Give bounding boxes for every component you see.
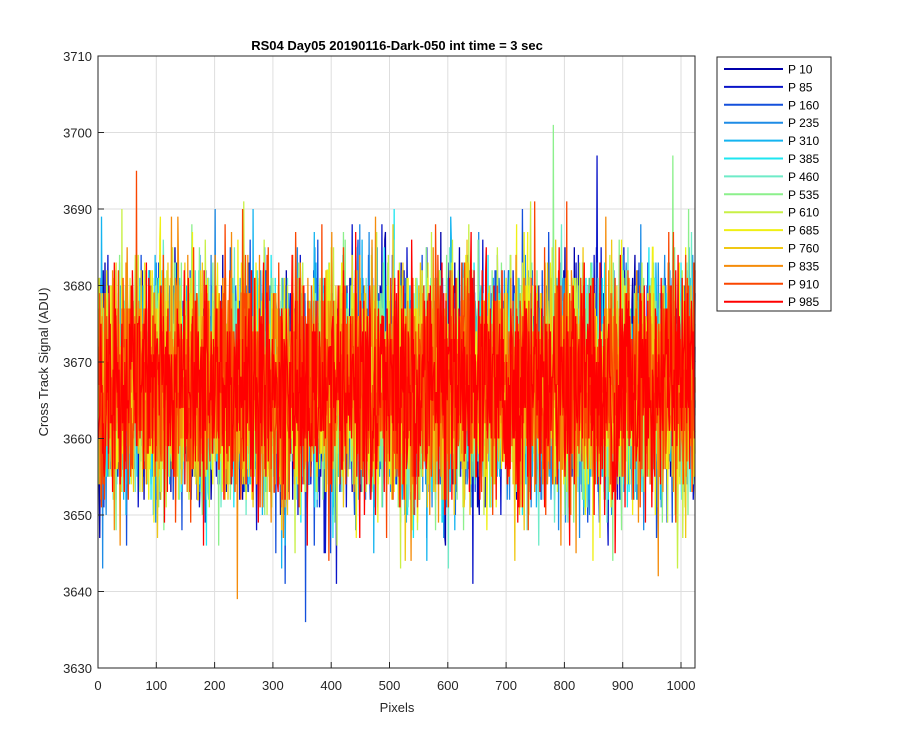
x-tick-label: 1000 (667, 678, 696, 693)
legend-item: P 610 (724, 206, 819, 220)
legend-item: P 85 (724, 80, 813, 94)
y-tick-label: 3700 (63, 126, 92, 141)
x-tick-label: 300 (262, 678, 284, 693)
legend-label: P 985 (788, 295, 819, 309)
y-tick-label: 3630 (63, 661, 92, 676)
legend-label: P 10 (788, 63, 813, 77)
y-tick-label: 3670 (63, 355, 92, 370)
legend-label: P 460 (788, 170, 819, 184)
y-axis-label: Cross Track Signal (ADU) (36, 288, 51, 437)
x-tick-label: 400 (320, 678, 342, 693)
legend-box (716, 56, 832, 312)
legend-label: P 760 (788, 242, 819, 256)
x-tick-label: 100 (145, 678, 167, 693)
legend-label: P 610 (788, 206, 819, 220)
legend-label: P 85 (788, 80, 813, 94)
y-tick-label: 3690 (63, 202, 92, 217)
legend-item: P 835 (724, 259, 819, 273)
y-tick-label: 3680 (63, 279, 92, 294)
x-axis-label: Pixels (380, 700, 415, 715)
legend-item: P 535 (724, 188, 819, 202)
chart-title: RS04 Day05 20190116-Dark-050 int time = … (251, 38, 543, 53)
legend-item: P 310 (724, 134, 819, 148)
legend-item: P 460 (724, 170, 819, 184)
y-tick-label: 3640 (63, 585, 92, 600)
x-axis: 0 100 200 300 400 500 600 700 800 900 1000 (94, 662, 695, 693)
x-tick-label: 600 (437, 678, 459, 693)
y-tick-label: 3660 (63, 432, 92, 447)
x-tick-label: 900 (612, 678, 634, 693)
legend-label: P 310 (788, 134, 819, 148)
legend-label: P 385 (788, 152, 819, 166)
legend-item: P 385 (724, 152, 819, 166)
plot-area (97, 55, 696, 669)
legend-label: P 535 (788, 188, 819, 202)
legend-item: P 235 (724, 116, 819, 130)
x-tick-label: 700 (495, 678, 517, 693)
legend-label: P 160 (788, 98, 819, 112)
y-tick-label: 3710 (63, 49, 92, 64)
series-layer (97, 124, 696, 623)
y-axis: 3630 3640 3650 3660 3670 3680 3690 3700 3710 (63, 49, 104, 676)
legend-item: P 760 (724, 242, 819, 256)
legend-item: P 10 (724, 63, 813, 77)
legend-label: P 235 (788, 116, 819, 130)
x-tick-label: 200 (204, 678, 226, 693)
legend-label: P 835 (788, 259, 819, 273)
legend-item: P 985 (724, 295, 819, 309)
legend: P 10 P 85 P 160 P 235 P 310 P 385 P 460 P 535 P … (716, 56, 832, 312)
legend-item: P 910 (724, 277, 819, 291)
y-tick-label: 3650 (63, 508, 92, 523)
x-tick-label: 800 (554, 678, 576, 693)
x-tick-label: 500 (379, 678, 401, 693)
legend-item: P 685 (724, 224, 819, 238)
legend-label: P 910 (788, 277, 819, 291)
legend-label: P 685 (788, 224, 819, 238)
x-tick-label: 0 (94, 678, 101, 693)
series-line-p-985 (97, 231, 696, 554)
legend-item: P 160 (724, 98, 819, 112)
